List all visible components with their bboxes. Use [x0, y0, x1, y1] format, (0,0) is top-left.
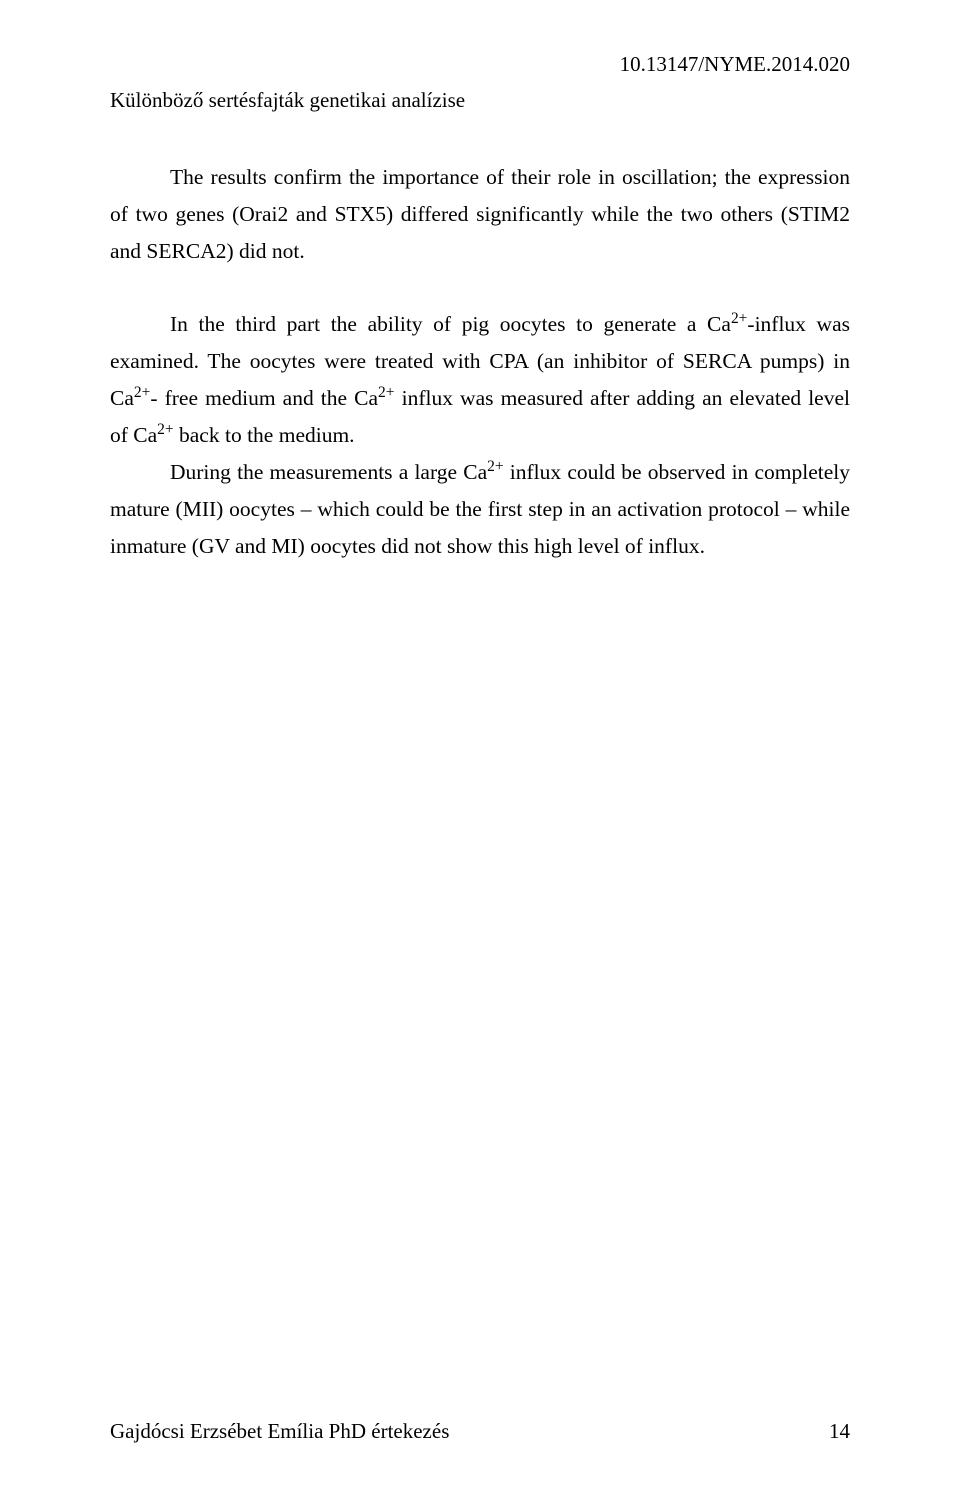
paragraph-1: The results confirm the importance of th…: [110, 159, 850, 270]
p2-lead: In the third part the ability of pig ooc…: [170, 312, 731, 336]
paragraph-spacer: [110, 270, 850, 306]
paragraph-3: During the measurements a large Ca2+ inf…: [110, 454, 850, 565]
running-header: Különböző sertésfajták genetikai analízi…: [110, 88, 850, 113]
p2-mid4: back to the medium.: [174, 423, 355, 447]
p2-mid2: - free medium and the Ca: [150, 386, 378, 410]
footer-page-number: 14: [829, 1419, 850, 1444]
body-text: The results confirm the importance of th…: [110, 159, 850, 565]
superscript-2plus: 2+: [487, 458, 503, 475]
paragraph-2: In the third part the ability of pig ooc…: [110, 306, 850, 454]
superscript-2plus: 2+: [134, 384, 150, 401]
superscript-2plus: 2+: [731, 310, 747, 327]
page-footer: Gajdócsi Erzsébet Emília PhD értekezés 1…: [110, 1419, 850, 1444]
p3-lead: During the measurements a large Ca: [170, 460, 487, 484]
p1-text: The results confirm the importance of th…: [110, 165, 850, 263]
doi-text: 10.13147/NYME.2014.020: [620, 52, 850, 77]
superscript-2plus: 2+: [157, 421, 173, 438]
footer-author: Gajdócsi Erzsébet Emília PhD értekezés: [110, 1419, 449, 1444]
page-container: 10.13147/NYME.2014.020 Különböző sertésf…: [0, 0, 960, 1506]
superscript-2plus: 2+: [378, 384, 394, 401]
